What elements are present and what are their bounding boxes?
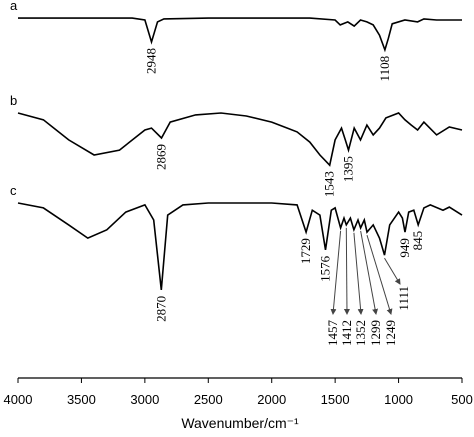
spectrum-line [18, 17, 462, 53]
arrow [330, 230, 342, 315]
peak-label: 1395 [340, 156, 355, 182]
arrow [343, 227, 350, 315]
peak-label: 1412 [339, 320, 354, 346]
peak-label: 845 [410, 231, 425, 251]
trace-label: b [10, 93, 17, 108]
arrow [366, 234, 393, 315]
peak-label: 1576 [318, 255, 333, 282]
peak-label: 1249 [383, 320, 398, 346]
spectrum-line [17, 112, 463, 167]
peak-label: 2869 [153, 144, 168, 170]
trace-label: c [10, 183, 17, 198]
spectrum-line [17, 202, 463, 290]
peak-label: 1352 [353, 320, 368, 346]
x-tick-label: 1000 [384, 392, 413, 407]
x-tick-label: 4000 [4, 392, 33, 407]
x-tick-label: 3500 [67, 392, 96, 407]
peak-label: 1543 [322, 171, 337, 197]
x-tick-label: 500 [451, 392, 473, 407]
arrow [360, 230, 379, 315]
peak-label: 2948 [143, 48, 158, 74]
peak-label: 1111 [396, 286, 411, 311]
x-tick-label: 3000 [130, 392, 159, 407]
x-tick-label: 1500 [321, 392, 350, 407]
arrow [384, 257, 401, 285]
peak-label: 1299 [368, 320, 383, 346]
arrow [353, 232, 364, 315]
peak-label: 949 [397, 238, 412, 257]
peak-label: 1729 [298, 238, 313, 264]
x-tick-label: 2500 [194, 392, 223, 407]
trace-label: a [10, 0, 18, 13]
x-tick-label: 2000 [257, 392, 286, 407]
peak-label: 1457 [325, 320, 340, 347]
x-axis-title: Wavenumber/cm⁻¹ [181, 415, 299, 431]
peak-label: 2870 [153, 296, 168, 322]
peak-label: 1108 [377, 56, 392, 82]
